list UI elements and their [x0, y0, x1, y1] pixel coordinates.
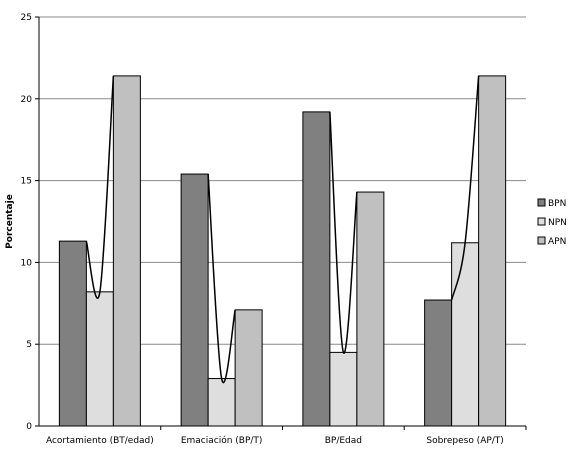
category-label: Emaciación (BP/T)	[181, 435, 263, 446]
bar-bpn-3	[424, 299, 453, 427]
bar-npn-1	[207, 378, 236, 427]
bars	[58, 75, 507, 427]
bar-apn-1	[234, 309, 263, 427]
category-label: Acortamiento (BT/edad)	[46, 436, 154, 446]
y-tick-label: 0	[26, 422, 32, 432]
y-tick-label: 10	[21, 258, 33, 268]
bar-bpn-0	[58, 240, 87, 427]
bar-apn-2	[356, 191, 385, 427]
category-labels: Acortamiento (BT/edad) Emaciación (BP/T) B…	[46, 435, 504, 446]
bar-bpn-2	[302, 111, 331, 427]
bar-npn-0	[85, 291, 114, 427]
bar-apn-3	[478, 75, 507, 427]
legend-label-npn: NPN	[548, 218, 567, 228]
trend-curve-0	[85, 75, 115, 299]
trend-curve-3	[450, 75, 480, 301]
legend-swatch-apn	[537, 236, 546, 245]
axes	[38, 17, 526, 427]
bar-apn-0	[112, 75, 141, 427]
y-tick-label: 25	[21, 13, 32, 23]
legend-swatch-bpn	[537, 198, 546, 207]
trend-curve-1	[207, 174, 236, 384]
y-tick-label: 20	[21, 95, 33, 105]
bar-npn-2	[329, 351, 358, 427]
legend: BPN NPN APN	[537, 198, 567, 247]
bar-bpn-1	[180, 173, 209, 427]
legend-swatch-npn	[537, 217, 546, 226]
bar-npn-3	[451, 242, 480, 427]
category-label: Sobrepeso (AP/T)	[426, 436, 503, 446]
y-tick-label: 5	[26, 340, 32, 350]
y-tick-labels: 0 5 10 15 20 25	[21, 13, 33, 432]
y-axis-title: Porcentaje	[5, 194, 15, 249]
trend-curves	[85, 75, 480, 384]
legend-label-bpn: BPN	[548, 199, 566, 209]
trend-curve-2	[329, 111, 358, 354]
legend-label-apn: APN	[548, 237, 566, 247]
category-label: BP/Edad	[325, 436, 362, 446]
y-tick-label: 15	[21, 177, 32, 187]
